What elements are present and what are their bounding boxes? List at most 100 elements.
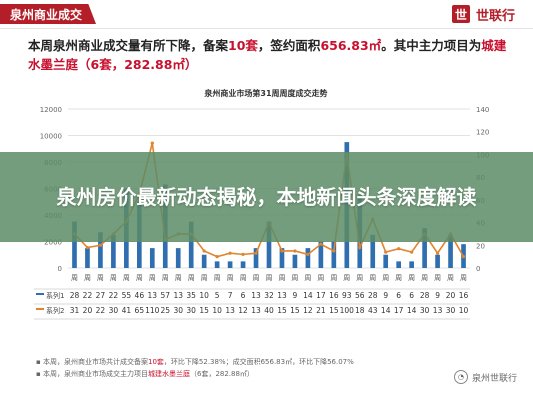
bar xyxy=(227,261,233,268)
headline-main-project: 城建水墨兰庭（6套，282.88㎡） xyxy=(28,38,507,72)
y-left-tick: 2000 xyxy=(44,239,62,247)
bar xyxy=(409,261,414,268)
table-cell: 10 xyxy=(459,306,469,315)
bar xyxy=(188,221,194,268)
x-tick-label: 周 xyxy=(214,274,221,282)
x-tick-label: 周 xyxy=(447,274,454,282)
table-cell: 30 xyxy=(173,306,183,315)
table-cell: 22 xyxy=(109,291,119,300)
bar xyxy=(435,254,440,268)
table-cell: 17 xyxy=(316,291,326,300)
table-cell: 14 xyxy=(303,291,313,300)
bar xyxy=(396,261,402,268)
x-tick-label: 周 xyxy=(460,274,467,282)
bar xyxy=(72,221,77,268)
y-right-tick: 0 xyxy=(476,265,480,273)
line-point xyxy=(98,243,103,247)
bar xyxy=(149,248,155,268)
bar xyxy=(292,254,298,268)
x-tick-label: 周 xyxy=(408,274,415,282)
bar xyxy=(279,248,285,268)
table-cell: 46 xyxy=(135,291,145,300)
bar xyxy=(370,234,376,268)
table-cell: 40 xyxy=(264,306,274,315)
line-point xyxy=(435,251,440,255)
note-line-2: ▪ 本周，泉州商业市场成交主力项目城建水墨兰庭（6套，282.88㎡） xyxy=(36,368,354,380)
banner-title[interactable]: 泉州房价最新动态揭秘，本地新闻头条深度解读 xyxy=(56,185,477,209)
table-cell: 56 xyxy=(355,291,365,300)
footer-account: 泉州世联行 xyxy=(471,373,517,384)
line-point xyxy=(410,250,414,254)
note-line-1: ▪ 本周，泉州商业市场共计成交备案10套，环比下降52.38%；成交面积656.… xyxy=(36,356,354,368)
table-cell: 6 xyxy=(396,291,401,300)
legend-label: 系列1 xyxy=(46,291,64,300)
table-cell: 15 xyxy=(290,306,300,315)
table-cell: 27 xyxy=(96,291,106,300)
line-point xyxy=(293,249,297,253)
line-point xyxy=(461,255,466,259)
y-left-tick: 0 xyxy=(58,265,62,273)
table-cell: 16 xyxy=(459,291,469,300)
notes: ▪ 本周，泉州商业市场共计成交备案10套，环比下降52.38%；成交面积656.… xyxy=(36,356,354,380)
x-tick-label: 周 xyxy=(201,274,208,282)
bar xyxy=(305,248,311,268)
note-2-b: 城建水墨兰庭 xyxy=(147,370,190,378)
chart-title: 泉州商业市场第31周周度成交走势 xyxy=(203,88,327,98)
table-cell: 13 xyxy=(251,291,261,300)
table-cell: 110 xyxy=(145,306,160,315)
table-cell: 93 xyxy=(342,291,352,300)
bar xyxy=(266,221,272,268)
x-tick-label: 周 xyxy=(175,274,182,282)
bar xyxy=(383,254,389,268)
x-tick-label: 周 xyxy=(227,274,234,282)
footer-badge: ◔ 泉州世联行 xyxy=(453,370,517,384)
table-cell: 15 xyxy=(277,306,287,315)
y-right-tick: 120 xyxy=(476,129,489,137)
headline-part-1: 本周泉州商业成交量有所下降，备案 xyxy=(28,38,229,53)
table-cell: 5 xyxy=(215,291,220,300)
x-tick-label: 周 xyxy=(162,274,169,282)
x-tick-label: 周 xyxy=(382,274,389,282)
line-point xyxy=(384,250,388,254)
legend-label: 系列2 xyxy=(46,306,64,315)
x-tick-label: 周 xyxy=(434,274,441,282)
table-cell: 20 xyxy=(83,306,93,315)
brand: 世 世联行 xyxy=(451,5,515,24)
headline-part-5: 。其中主力项目为 xyxy=(381,38,482,53)
table-cell: 22 xyxy=(96,306,106,315)
y-left-tick: 10000 xyxy=(40,133,62,141)
x-tick-label: 周 xyxy=(421,274,428,282)
table-cell: 30 xyxy=(446,306,456,315)
table-cell: 65 xyxy=(135,306,145,315)
note-1-a: ▪ 本周，泉州商业市场共计成交备案 xyxy=(36,358,148,366)
table-cell: 57 xyxy=(160,291,170,300)
table-cell: 12 xyxy=(238,306,248,315)
table-cell: 28 xyxy=(368,291,378,300)
x-tick-label: 周 xyxy=(278,274,285,282)
table-cell: 30 xyxy=(186,306,196,315)
y-right-tick: 140 xyxy=(476,106,489,114)
x-tick-label: 周 xyxy=(291,274,298,282)
headline-part-3: ，签约面积 xyxy=(257,38,321,53)
x-tick-label: 周 xyxy=(266,274,273,282)
line-point xyxy=(202,249,206,253)
legend-swatch xyxy=(36,293,44,295)
x-tick-label: 周 xyxy=(123,274,130,282)
note-1-c: ，环比下降52.38%；成交面积656.83㎡，环比下降56.07% xyxy=(163,358,354,366)
line-point xyxy=(228,251,232,255)
x-tick-label: 周 xyxy=(356,274,363,282)
bar xyxy=(201,254,207,268)
bar xyxy=(98,232,103,268)
table-cell: 17 xyxy=(394,306,404,315)
bar xyxy=(253,248,259,268)
table-cell: 14 xyxy=(407,306,417,315)
line-point xyxy=(280,249,284,253)
x-tick-label: 周 xyxy=(84,274,91,282)
table-cell: 13 xyxy=(433,306,443,315)
bar xyxy=(111,234,116,268)
table-cell: 13 xyxy=(148,291,158,300)
table-cell: 41 xyxy=(122,306,132,315)
table-cell: 35 xyxy=(186,291,196,300)
line-point xyxy=(241,252,245,256)
news-banner[interactable]: 泉州房价最新动态揭秘，本地新闻头条深度解读 xyxy=(0,152,533,242)
